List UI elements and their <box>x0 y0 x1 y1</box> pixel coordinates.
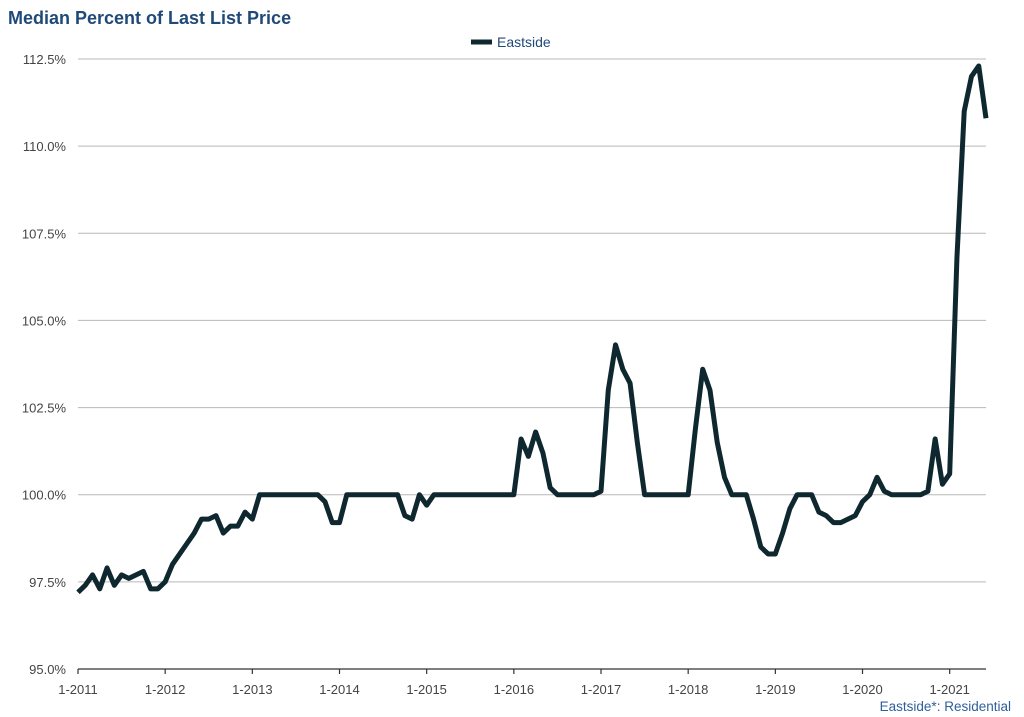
y-tick-label: 100.0% <box>22 488 67 503</box>
y-tick-label: 112.5% <box>23 52 67 67</box>
legend: Eastside <box>471 34 551 50</box>
y-tick-label: 110.0% <box>23 139 67 154</box>
x-tick-label: 1-2017 <box>581 682 621 697</box>
y-tick-label: 107.5% <box>22 226 67 241</box>
x-tick-label: 1-2019 <box>755 682 795 697</box>
chart-title: Median Percent of Last List Price <box>8 8 291 28</box>
y-tick-labels: 95.0% 97.5% 100.0% 102.5% 105.0% 107.5% 110.0%… <box>22 52 67 677</box>
chart-footer: Eastside*: Residential <box>880 699 1011 714</box>
x-tick-label: 1-2018 <box>668 682 708 697</box>
x-tick-label: 1-2014 <box>319 682 359 697</box>
series-eastside <box>76 63 989 595</box>
x-tick-label: 1-2012 <box>145 682 185 697</box>
y-gridlines <box>78 58 986 583</box>
y-tick-label: 95.0% <box>29 662 66 677</box>
x-tick-label: 1-2016 <box>494 682 534 697</box>
y-tick-label: 105.0% <box>22 313 67 328</box>
footer-series-name: Eastside* <box>880 699 938 714</box>
x-tick-label: 1-2015 <box>406 682 446 697</box>
footer-suffix: : Residential <box>937 699 1011 714</box>
x-tick-label: 1-2011 <box>58 682 98 697</box>
x-axis: 1-2011 1-2012 1-2013 1-2014 1-2015 1-2016 1-20… <box>58 668 986 697</box>
x-tick-label: 1-2021 <box>929 682 969 697</box>
legend-label-eastside: Eastside <box>497 34 551 50</box>
x-tick-label: 1-2020 <box>842 682 882 697</box>
y-tick-label: 102.5% <box>22 401 67 416</box>
x-tick-label: 1-2013 <box>232 682 272 697</box>
series-line-eastside <box>76 63 989 595</box>
y-tick-label: 97.5% <box>29 575 66 590</box>
